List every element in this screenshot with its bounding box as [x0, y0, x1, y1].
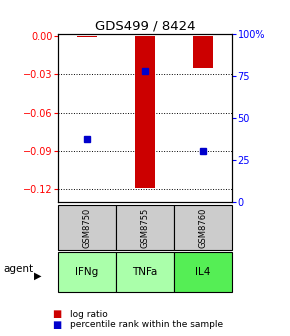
Text: GSM8750: GSM8750: [82, 208, 92, 248]
Text: ▶: ▶: [34, 271, 41, 281]
Text: TNFa: TNFa: [132, 267, 158, 277]
Text: GSM8760: GSM8760: [198, 207, 208, 248]
Title: GDS499 / 8424: GDS499 / 8424: [95, 19, 195, 33]
Text: IFNg: IFNg: [75, 267, 99, 277]
Text: ■: ■: [52, 309, 61, 319]
Bar: [77, 36, 97, 37]
Text: log ratio: log ratio: [70, 310, 107, 319]
Text: percentile rank within the sample: percentile rank within the sample: [70, 321, 223, 329]
Text: agent: agent: [3, 264, 33, 274]
Bar: [135, 36, 155, 187]
Text: GSM8755: GSM8755: [140, 208, 150, 248]
Text: IL4: IL4: [195, 267, 211, 277]
Text: ■: ■: [52, 320, 61, 330]
Bar: [193, 36, 213, 68]
